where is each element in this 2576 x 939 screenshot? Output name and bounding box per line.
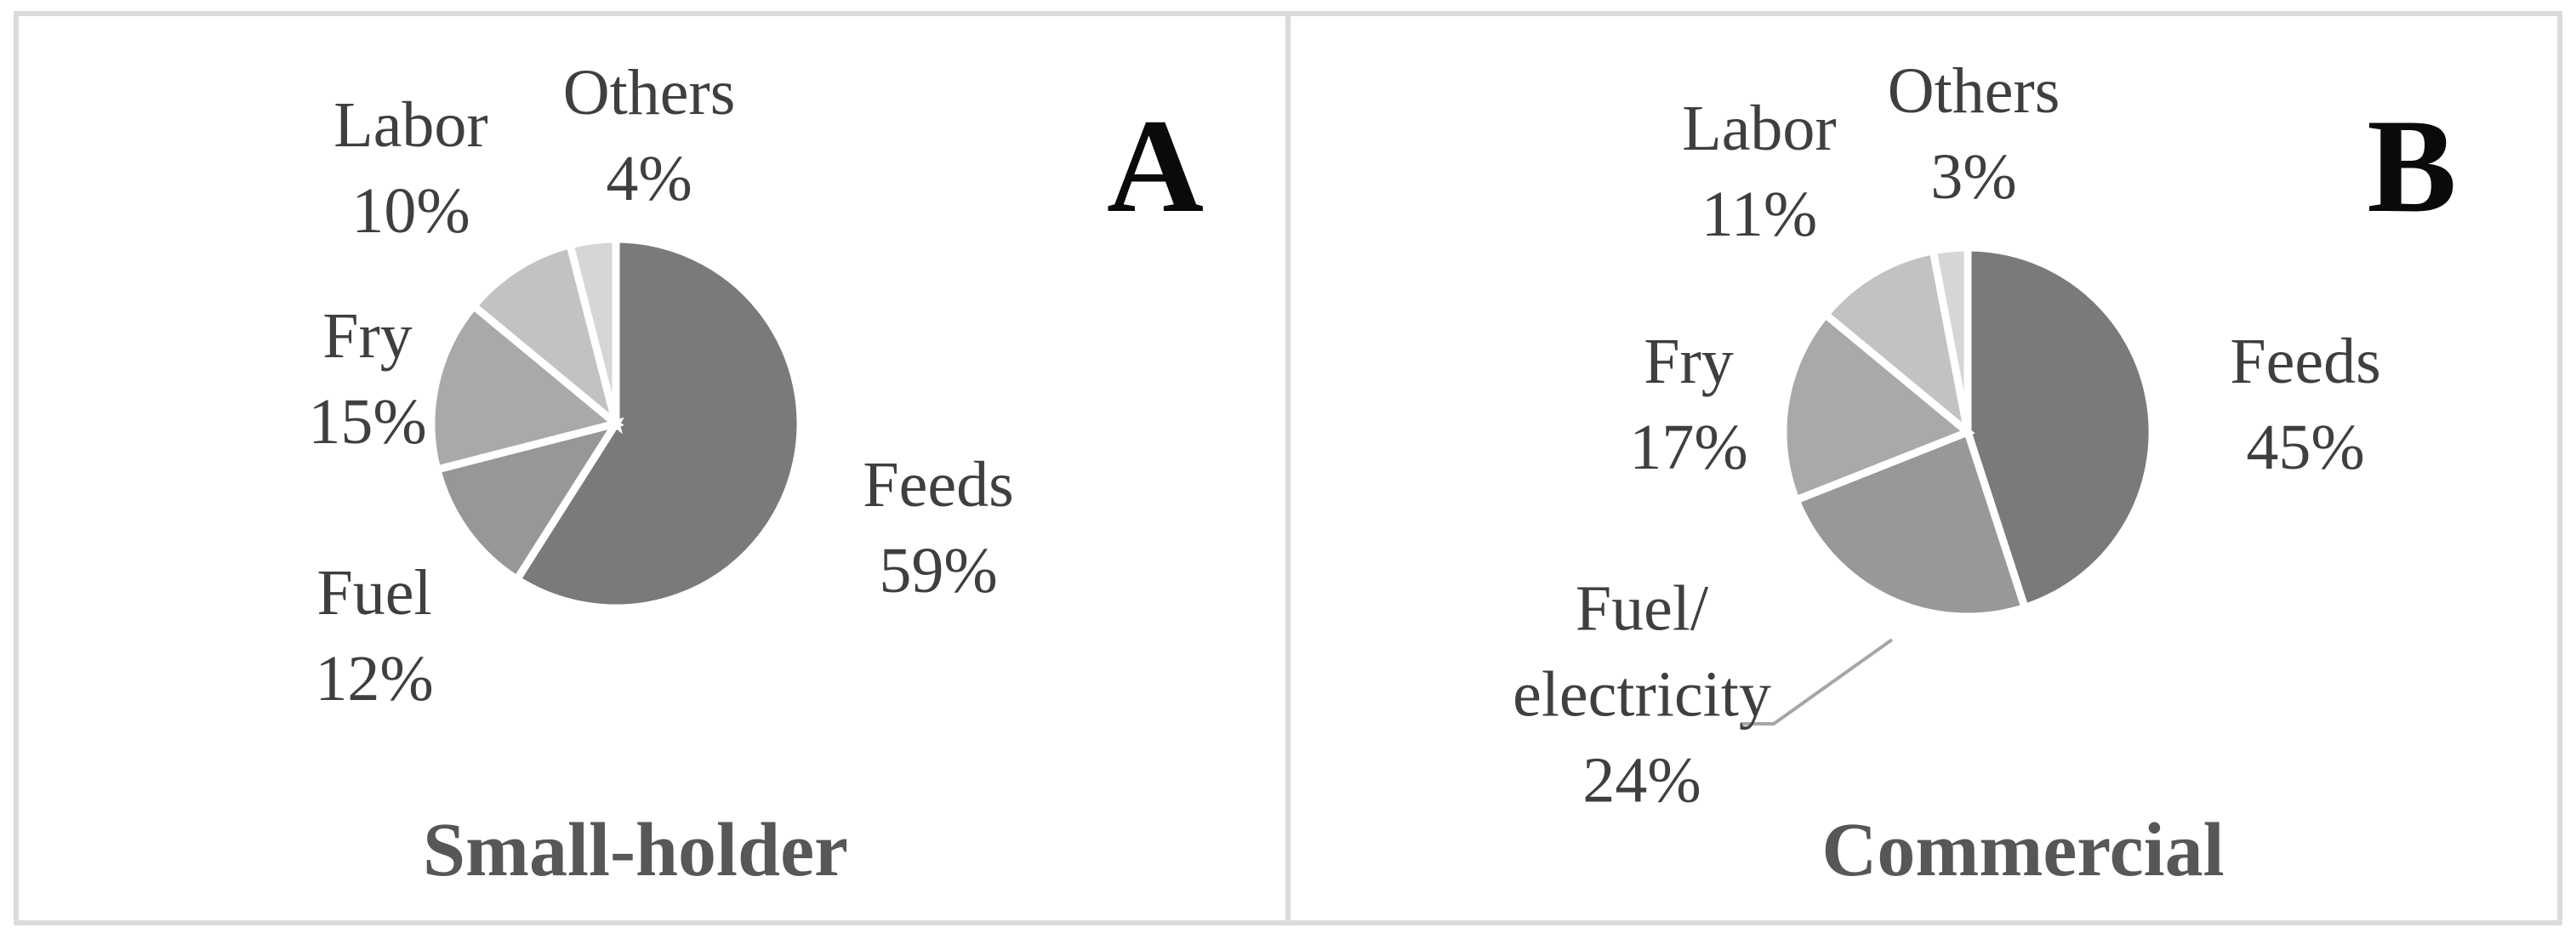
pie-slice-b-others xyxy=(1929,243,1972,433)
pie-slice-a-fry xyxy=(427,300,624,475)
pie-slice-b-feeds xyxy=(1963,243,2157,613)
slice-label-feeds-a: Feeds 59% xyxy=(863,442,1013,614)
pie-slice-a-others xyxy=(565,235,620,425)
pie-slice-b-fry xyxy=(1779,309,1975,505)
pie-slice-b-labor xyxy=(1820,246,1974,442)
slice-label-labor-b: Labor 11% xyxy=(1682,86,1836,258)
slice-label-line: 17% xyxy=(1629,412,1748,483)
slice-label-line: Labor xyxy=(1682,93,1837,164)
pie-slice-a-feeds xyxy=(511,235,805,612)
slice-label-fry-b: Fry 17% xyxy=(1629,319,1747,491)
slice-label-labor-a: Labor 10% xyxy=(333,83,487,254)
slice-label-line: Others xyxy=(1887,55,2060,127)
pie-slice-a-fuel xyxy=(432,417,624,585)
slice-label-line: electricity xyxy=(1513,658,1771,731)
slice-label-line: Fry xyxy=(322,300,413,372)
slice-label-fuel-electricity-b: Fuel/ electricity 24% xyxy=(1513,566,1771,824)
slice-label-line: 10% xyxy=(351,175,470,247)
slice-label-line: Feeds xyxy=(2230,326,2381,397)
panel-title-small-holder: Small-holder xyxy=(422,808,849,892)
leader-line-fuel-electricity xyxy=(1741,638,1894,726)
slice-label-line: 4% xyxy=(606,143,692,214)
slice-label-line: Fry xyxy=(1644,326,1734,397)
slice-label-line: Others xyxy=(562,57,736,128)
slice-label-line: Feeds xyxy=(863,449,1014,521)
slice-label-others-b: Others 3% xyxy=(1888,48,2060,220)
panel-letter-a: A xyxy=(1106,92,1205,241)
slice-label-line: Labor xyxy=(333,89,488,161)
slice-label-line: Fuel/ xyxy=(1575,572,1709,645)
slice-label-line: 3% xyxy=(1930,141,2017,213)
slice-label-line: 45% xyxy=(2246,412,2365,483)
slice-label-feeds-b: Feeds 45% xyxy=(2230,319,2380,491)
panel-divider xyxy=(1285,11,1291,925)
panel-title-commercial: Commercial xyxy=(1821,808,2225,892)
slice-label-line: 59% xyxy=(879,535,998,606)
slice-label-line: Fuel xyxy=(316,557,432,629)
panel-letter-b: B xyxy=(2367,92,2457,241)
slice-label-line: 24% xyxy=(1582,744,1701,817)
slice-label-fry-a: Fry 15% xyxy=(308,293,426,465)
slice-label-line: 15% xyxy=(308,386,427,458)
slice-label-fuel-a: Fuel 12% xyxy=(315,550,433,722)
slice-label-line: 11% xyxy=(1701,179,1818,250)
slice-label-line: 12% xyxy=(315,643,434,714)
slice-label-others-a: Others 4% xyxy=(563,50,736,222)
